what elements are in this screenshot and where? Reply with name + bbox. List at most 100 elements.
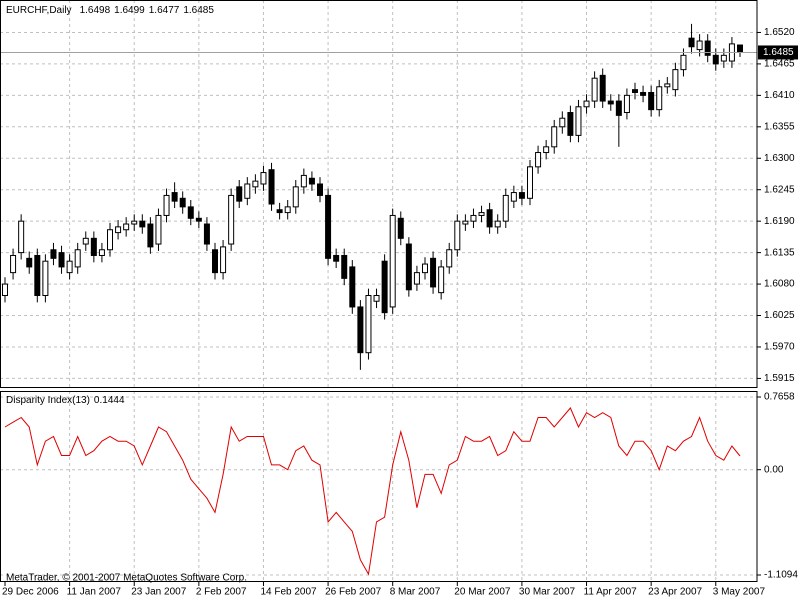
x-tick-label: 23 Jan 2007 — [131, 587, 186, 598]
y-tick-label: 1.6465 — [764, 59, 795, 70]
candle-body — [34, 254, 41, 297]
candle-body — [648, 91, 655, 111]
y-tick-label: 1.6245 — [764, 184, 795, 195]
last-price-tag — [758, 45, 798, 60]
candle-body — [656, 86, 663, 111]
candle-body — [405, 243, 412, 291]
candle-body — [50, 249, 57, 259]
y-tick-label: 1.5915 — [764, 373, 795, 384]
symbol: EURCHF,Daily — [6, 5, 72, 16]
candle-body — [98, 249, 105, 256]
x-tick-label: 23 Apr 2007 — [648, 587, 702, 598]
candle-body — [325, 194, 332, 259]
candle-body — [2, 283, 8, 297]
x-tick-label: 2 Feb 2007 — [196, 587, 247, 598]
candle-body — [90, 237, 97, 256]
x-tick-label: 3 May 2007 — [713, 587, 766, 598]
candle-body — [527, 166, 533, 199]
x-tick-label: 30 Mar 2007 — [519, 587, 576, 598]
candle-body — [228, 194, 235, 245]
candle-body — [640, 91, 647, 96]
candle-body — [163, 194, 170, 216]
candle-body — [179, 197, 186, 208]
candle-body — [308, 177, 315, 185]
candle-body — [567, 112, 574, 136]
candle-body — [543, 146, 550, 154]
candle-body — [276, 209, 283, 214]
candle-body — [115, 226, 122, 234]
ohlc-close: 1.6485 — [183, 5, 214, 16]
candle-body — [300, 174, 307, 188]
x-tick-label: 11 Apr 2007 — [584, 587, 638, 598]
candle-body — [317, 183, 323, 196]
candle-body — [341, 254, 348, 279]
candle-body — [599, 74, 606, 102]
candle-body — [212, 249, 218, 274]
candle-body — [107, 229, 113, 251]
candle-body — [422, 263, 428, 274]
candle-body — [123, 223, 130, 231]
indicator-line — [4, 407, 741, 576]
candle-body — [244, 183, 251, 199]
candle-body — [139, 220, 146, 228]
ohlc-low: 1.6477 — [149, 5, 180, 16]
candle-body — [720, 54, 727, 62]
candle-body — [672, 69, 679, 91]
panel-frame — [0, 391, 758, 582]
y-tick-label: 1.6190 — [764, 216, 795, 227]
candle-body — [252, 180, 259, 188]
candle-body — [203, 223, 210, 245]
candle-body — [365, 295, 372, 354]
y-tick-label: 0.00 — [764, 464, 784, 475]
candle-body — [470, 214, 477, 222]
x-tick-label: 29 Dec 2006 — [2, 587, 59, 598]
ohlc-high: 1.6499 — [114, 5, 145, 16]
candle-body — [591, 77, 598, 102]
candle-body — [478, 212, 485, 216]
x-tick-label: 20 Mar 2007 — [454, 587, 511, 598]
candle-body — [583, 100, 590, 108]
candle-body — [688, 37, 695, 48]
x-tick-label: 11 Jan 2007 — [67, 587, 122, 598]
candle-body — [187, 206, 194, 219]
candle-body — [220, 246, 227, 274]
x-tick-label: 14 Feb 2007 — [260, 587, 317, 598]
candle-body — [680, 54, 687, 71]
candle-body — [494, 220, 501, 228]
candle-body — [333, 254, 340, 262]
ohlc-open: 1.6498 — [80, 5, 111, 16]
candle-body — [623, 94, 630, 114]
candle-body — [397, 217, 404, 239]
candle-body — [147, 223, 154, 248]
last-price-label: 1.6485 — [763, 47, 794, 58]
candle-body — [82, 237, 89, 245]
candle-body — [284, 206, 291, 214]
candle-body — [373, 295, 380, 302]
y-tick-label: -1.1094 — [764, 570, 798, 581]
candle-body — [171, 192, 178, 202]
candle-body — [26, 257, 33, 268]
candle-body — [74, 249, 81, 268]
candle-body — [632, 89, 638, 93]
indicator-name: Disparity Index(13) — [6, 395, 90, 406]
y-tick-label: 0.7658 — [764, 392, 795, 403]
candle-body — [704, 40, 711, 56]
candle-body — [58, 252, 65, 268]
indicator-header: Disparity Index(13) 0.1444 — [6, 395, 125, 406]
y-tick-label: 1.6080 — [764, 279, 795, 290]
candle-body — [696, 40, 703, 51]
chart-header: EURCHF,Daily 1.6498 1.6499 1.6477 1.6485 — [6, 5, 214, 16]
y-tick-label: 1.6410 — [764, 90, 795, 101]
candle-body — [389, 214, 396, 308]
candle-body — [195, 217, 202, 222]
candle-body — [575, 106, 582, 136]
candle-body — [236, 186, 243, 202]
candle-body — [535, 152, 542, 168]
candle-body — [446, 249, 453, 268]
candle-body — [518, 192, 525, 199]
panel-frame — [0, 0, 758, 388]
candle-body — [712, 54, 719, 65]
candle-body — [502, 194, 509, 222]
